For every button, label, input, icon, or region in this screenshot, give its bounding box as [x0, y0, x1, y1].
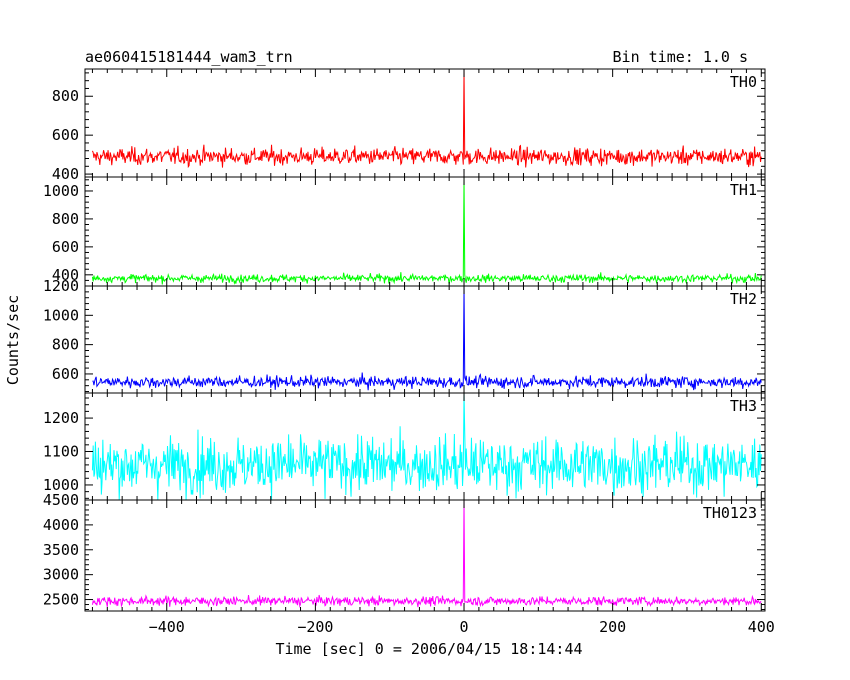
x-tick-label: 400 — [748, 618, 775, 636]
series-line-th0 — [91, 68, 762, 169]
y-tick-label: 800 — [52, 210, 79, 228]
y-tick-label: 600 — [52, 238, 79, 256]
panel-frame — [84, 285, 766, 394]
panel-label: TH0123 — [703, 504, 757, 522]
y-tick-label: 600 — [52, 365, 79, 383]
y-tick-label: 1200 — [43, 409, 79, 427]
y-tick-label: 1000 — [43, 476, 79, 494]
panel-th2: 600 800 1000 1200 TH2 — [43, 277, 766, 394]
x-tick-label: 0 — [460, 618, 469, 636]
panel-th0: 400 600 800 TH0 — [52, 68, 766, 183]
chart-title: ae060415181444_wam3_trn — [85, 48, 293, 66]
y-tick-label: 1100 — [43, 443, 79, 461]
panel-label: TH0 — [730, 73, 757, 91]
panel-th3: 1000 1100 1200 TH3 — [43, 392, 766, 501]
x-tick-label: −400 — [149, 618, 185, 636]
panel-label: TH2 — [730, 290, 757, 308]
x-axis-label: Time [sec] 0 = 2006/04/15 18:14:44 — [275, 640, 582, 658]
series-line-th2 — [92, 285, 762, 391]
series-line-th1 — [91, 176, 762, 285]
y-tick-label: 600 — [52, 126, 79, 144]
y-tick-label: 800 — [52, 87, 79, 105]
y-tick-label: 3000 — [43, 566, 79, 584]
panels-group: 400 600 800 TH0 400 600 800 1000 TH1 600 800 1000 12… — [43, 68, 766, 612]
panel-label: TH1 — [730, 181, 757, 199]
y-tick-label: 3500 — [43, 541, 79, 559]
y-tick-label: 400 — [52, 165, 79, 183]
series-line-th3 — [91, 392, 762, 501]
y-tick-label: 1200 — [43, 277, 79, 295]
panel-frame — [84, 499, 766, 612]
x-tick-label: −200 — [297, 618, 333, 636]
y-tick-label: 2500 — [43, 591, 79, 609]
panel-th1: 400 600 800 1000 TH1 — [43, 176, 766, 287]
y-tick-label: 1000 — [43, 182, 79, 200]
x-tick-labels: −400 −200 0 200 400 — [149, 618, 775, 636]
y-tick-label: 800 — [52, 336, 79, 354]
panel-label: TH3 — [730, 397, 757, 415]
x-tick-label: 200 — [599, 618, 626, 636]
y-tick-label: 4500 — [43, 491, 79, 509]
y-axis-label: Counts/sec — [4, 295, 22, 385]
bin-time-label: Bin time: 1.0 s — [613, 48, 748, 66]
y-tick-label: 4000 — [43, 516, 79, 534]
series-line-th0123 — [91, 499, 762, 608]
y-tick-label: 400 — [52, 266, 79, 284]
panel-th0123: 2500 3000 3500 4000 4500 TH0123 — [43, 491, 766, 612]
panel-frame — [84, 176, 766, 287]
y-tick-label: 1000 — [43, 306, 79, 324]
